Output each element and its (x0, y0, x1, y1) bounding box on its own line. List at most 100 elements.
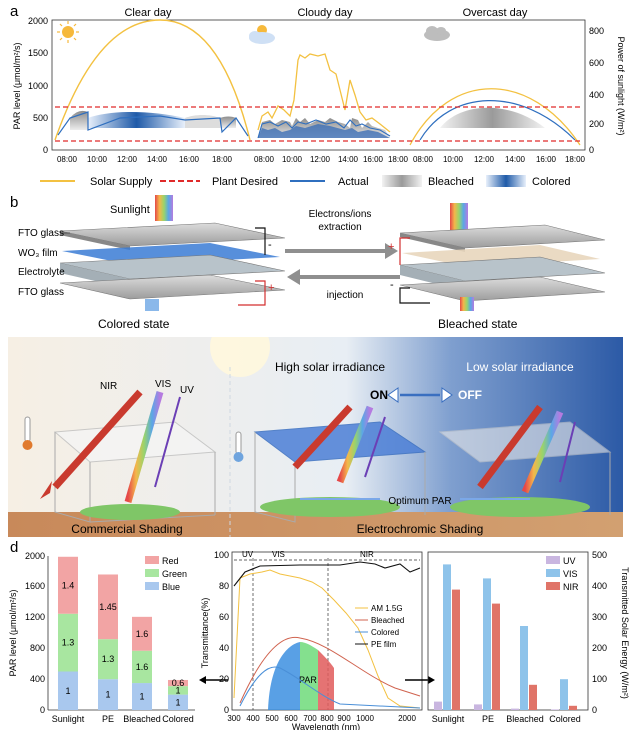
commercial-label: Commercial Shading (71, 522, 182, 536)
x-tick: 16:00 (179, 155, 200, 164)
panel-d-letter: d (10, 539, 18, 556)
trans-legend: AM 1.5G (371, 604, 403, 613)
par-bar-red (132, 616, 152, 651)
transmittance-chart: Transmittance(%) 0 20 40 60 80 100 300 4… (200, 550, 423, 730)
trans-ytick: 60 (219, 612, 229, 622)
energy-chart: 0 100 200 300 400 500 Transmitted Solar … (427, 550, 630, 724)
trans-ylabel: Transmittance(%) (200, 598, 210, 669)
x-tick: 14:00 (147, 155, 168, 164)
trans-xtick: 300 (227, 714, 241, 723)
bleached-stack (399, 203, 606, 311)
x-tick: 14:00 (338, 155, 359, 164)
x-tick: 08:00 (413, 155, 434, 164)
cloud-icon (424, 26, 450, 41)
par-bar-label: 1.6 (136, 662, 149, 672)
par-bar-label: 1.3 (102, 654, 115, 664)
left-tick: 1000 (28, 81, 48, 91)
off-label: OFF (458, 388, 482, 402)
energy-bar-uv (474, 704, 482, 710)
energy-bar-vis (520, 626, 528, 710)
minus-sign: - (268, 239, 272, 251)
extraction-label-2: extraction (318, 222, 361, 233)
trans-xtick: 500 (265, 714, 279, 723)
solar-supply-line (257, 53, 391, 133)
title-cloudy-day: Cloudy day (297, 7, 353, 19)
trans-ytick: 20 (219, 674, 229, 684)
x-tick: 12:00 (310, 155, 331, 164)
actual-line (57, 111, 249, 137)
x-tick: 08:00 (254, 155, 275, 164)
par-bar-label: 1.45 (99, 602, 117, 612)
par-category: Sunlight (52, 714, 85, 724)
panel-a-ylabel-right: Power of sunlight (W/m²) (616, 36, 626, 135)
right-tick: 0 (589, 145, 594, 155)
x-axis-overcast: 08:00 10:00 12:00 14:00 16:00 18:00 (413, 155, 586, 164)
trans-xtick: 400 (246, 714, 260, 723)
energy-legend-vis: VIS (563, 569, 578, 579)
energy-category: Bleached (506, 714, 544, 724)
par-band-label: PAR (299, 675, 317, 685)
energy-ytick: 400 (592, 581, 607, 591)
par-bar-blue (132, 683, 152, 710)
x-axis-cloudy: 08:00 10:00 12:00 14:00 16:00 18:00 (254, 155, 409, 164)
par-bar-blue (168, 694, 188, 710)
par-bar-label: 1.3 (62, 638, 75, 648)
left-link-arrow (199, 676, 228, 684)
par-legend-green: Green (162, 569, 187, 579)
par-bar-label: 1.4 (62, 580, 75, 590)
right-axis: 0 200 400 600 800 (589, 26, 604, 155)
injection-label: injection (327, 290, 364, 301)
par-category: Bleached (123, 714, 161, 724)
energy-bar-nir (492, 603, 500, 710)
energy-bar-vis (443, 564, 451, 710)
panel-a: a Clear day Cloudy day Overcast day 0 50… (10, 3, 626, 188)
par-ytick: 1600 (25, 581, 45, 591)
par-ytick: 1200 (25, 612, 45, 622)
par-bar-blue (58, 671, 78, 710)
trans-xtick: 700 (303, 714, 317, 723)
trans-xtick: 2000 (398, 714, 416, 723)
colored-line (239, 666, 421, 709)
energy-bar-uv (511, 708, 519, 710)
clear-day-plot (54, 19, 251, 141)
title-overcast-day: Overcast day (463, 7, 528, 19)
trans-ytick: 80 (219, 581, 229, 591)
layer-label: FTO glass (18, 287, 64, 298)
bleached-state-label: Bleached state (438, 317, 518, 331)
x-tick: 10:00 (443, 155, 464, 164)
par-category: Colored (162, 714, 194, 724)
par-legend-red: Red (162, 556, 179, 566)
trans-xtick: 900 (337, 714, 351, 723)
energy-ylabel: Transmitted Solar Energy (W/m²) (620, 567, 630, 699)
on-label: ON (370, 388, 388, 402)
x-tick: 10:00 (87, 155, 108, 164)
am15g-line (233, 569, 421, 709)
injection-arrow (287, 269, 400, 285)
left-tick: 2000 (28, 16, 48, 26)
trans-legend: Colored (371, 628, 399, 637)
plus-sign: + (268, 282, 274, 294)
layer-labels: FTO glass WO₃ film Electrolyte FTO glass (18, 228, 70, 298)
energy-category: Colored (549, 714, 581, 724)
minus-sign: - (390, 279, 394, 291)
panel-a-letter: a (10, 3, 19, 20)
legend-desired: Plant Desired (212, 176, 278, 188)
panel-b-letter: b (10, 194, 18, 211)
par-bar-green (98, 639, 118, 680)
actual-line (257, 119, 391, 139)
par-chart: PAR level (μmol/m²/s) 0 400 800 1200 160… (8, 551, 195, 724)
par-legend-blue: Blue (162, 582, 180, 592)
energy-bar-nir (452, 589, 460, 710)
panel-a-legend: Solar Supply Plant Desired Actual Bleach… (40, 175, 571, 188)
x-tick: 16:00 (536, 155, 557, 164)
left-tick: 1500 (28, 48, 48, 58)
uv-label: UV (180, 385, 194, 396)
energy-ytick: 0 (592, 705, 597, 715)
par-ytick: 2000 (25, 551, 45, 561)
low-irradiance-label: Low solar irradiance (466, 360, 574, 374)
thermometer-cool-icon (233, 431, 244, 462)
right-tick: 600 (589, 58, 604, 68)
trans-legend: Bleached (371, 616, 404, 625)
x-tick: 10:00 (282, 155, 303, 164)
trans-xtick: 1000 (356, 714, 374, 723)
